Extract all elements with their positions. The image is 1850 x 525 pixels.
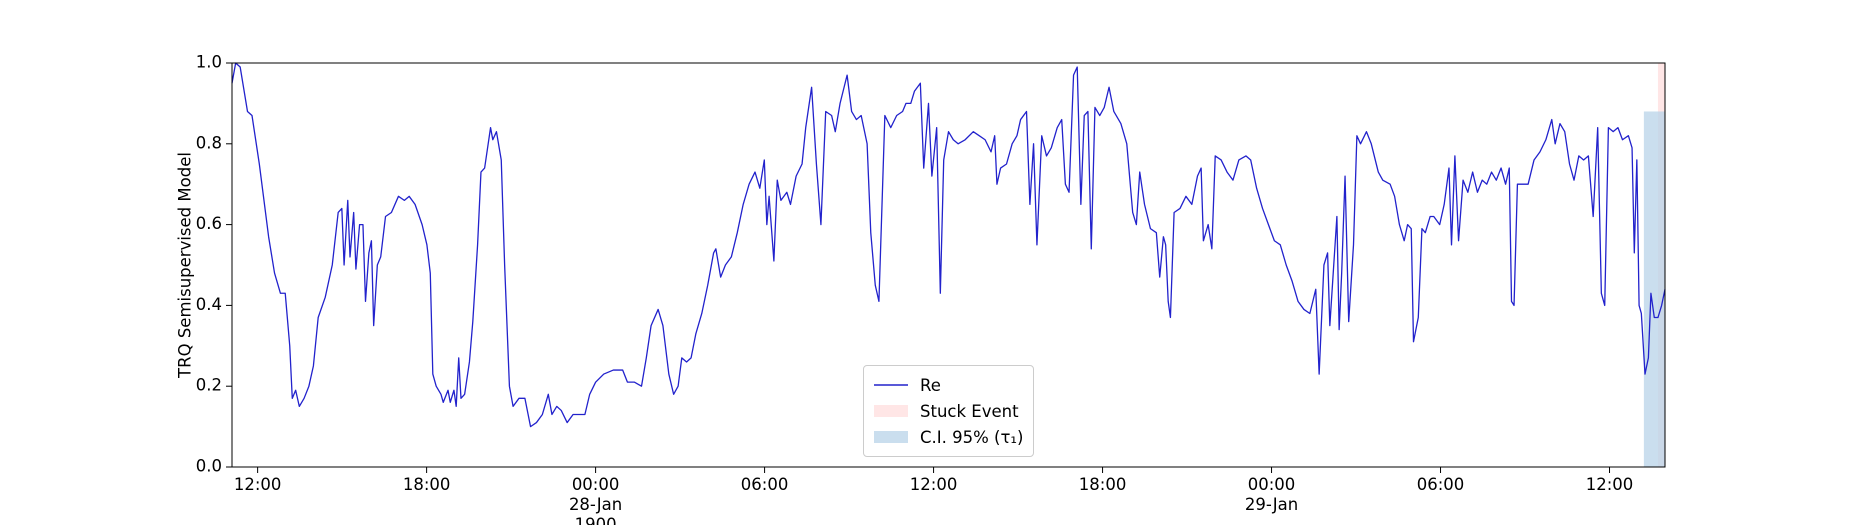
y-tick-label: 0.8 [196,133,222,152]
x-tick-label: 18:00 [1078,475,1127,494]
y-tick-label: 0.0 [196,457,222,476]
x-tick-label: 18:00 [402,475,451,494]
legend-patch [874,431,908,443]
legend-swatch [874,384,908,386]
legend-label: Stuck Event [920,401,1019,421]
y-tick-label: 0.6 [196,214,222,233]
data-line [231,62,1666,428]
x-tick-label: 12:00 [909,475,958,494]
legend-entry: C.I. 95% (τ₁) [874,424,1023,450]
legend-label: Re [920,375,941,395]
legend: Re Stuck Event C.I. 95% (τ₁) [863,365,1035,457]
x-tick-label: 06:00 [740,475,789,494]
span-region [1643,111,1665,467]
x-tick-label: 06:00 [1416,475,1465,494]
legend-patch [874,405,908,417]
legend-label: C.I. 95% (τ₁) [920,427,1024,447]
legend-swatch [874,405,908,417]
y-tick-label: 0.4 [196,295,222,314]
axes-frame [231,62,1666,468]
y-axis-label: TRQ Semisupervised Model [176,152,195,379]
x-tick-label: 12:00 [1585,475,1634,494]
legend-swatch [874,431,908,443]
y-tick-label: 1.0 [196,53,222,72]
legend-entry: Stuck Event [874,398,1023,424]
x-tick-label: 12:00 [233,475,282,494]
x-tick-label: 00:00 28-Jan 1900 [568,475,623,525]
legend-entry: Re [874,372,1023,398]
y-tick-label: 0.2 [196,376,222,395]
x-tick-label: 00:00 29-Jan [1244,475,1299,514]
